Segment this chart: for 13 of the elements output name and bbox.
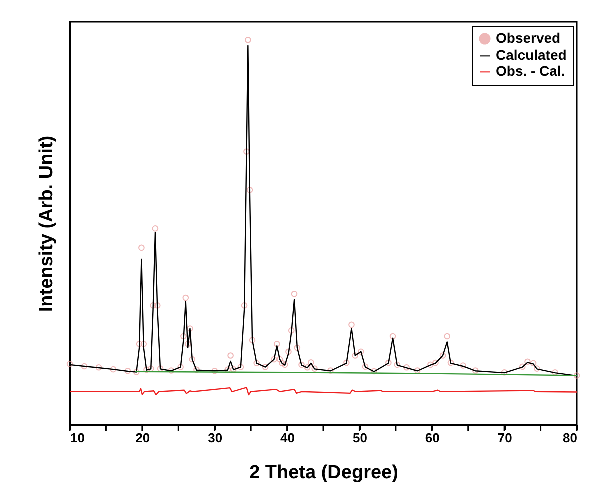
x-tick-label: 10 [70,430,85,446]
x-tick-label: 60 [425,430,440,446]
x-axis-title: 2 Theta (Degree) [250,462,398,484]
x-tick-label: 40 [280,430,296,446]
legend-label: Observed [496,30,561,46]
x-tick-label: 30 [208,430,223,446]
x-tick-label: 70 [498,430,512,446]
x-tick-label: 20 [136,430,150,446]
legend-label: Calculated [496,47,567,63]
y-axis-title: Intensity (Arb. Unit) [36,136,58,312]
legend-label: Obs. - Cal. [496,63,566,79]
x-tick-label: 80 [563,430,578,446]
x-tick-label: 50 [352,430,368,446]
